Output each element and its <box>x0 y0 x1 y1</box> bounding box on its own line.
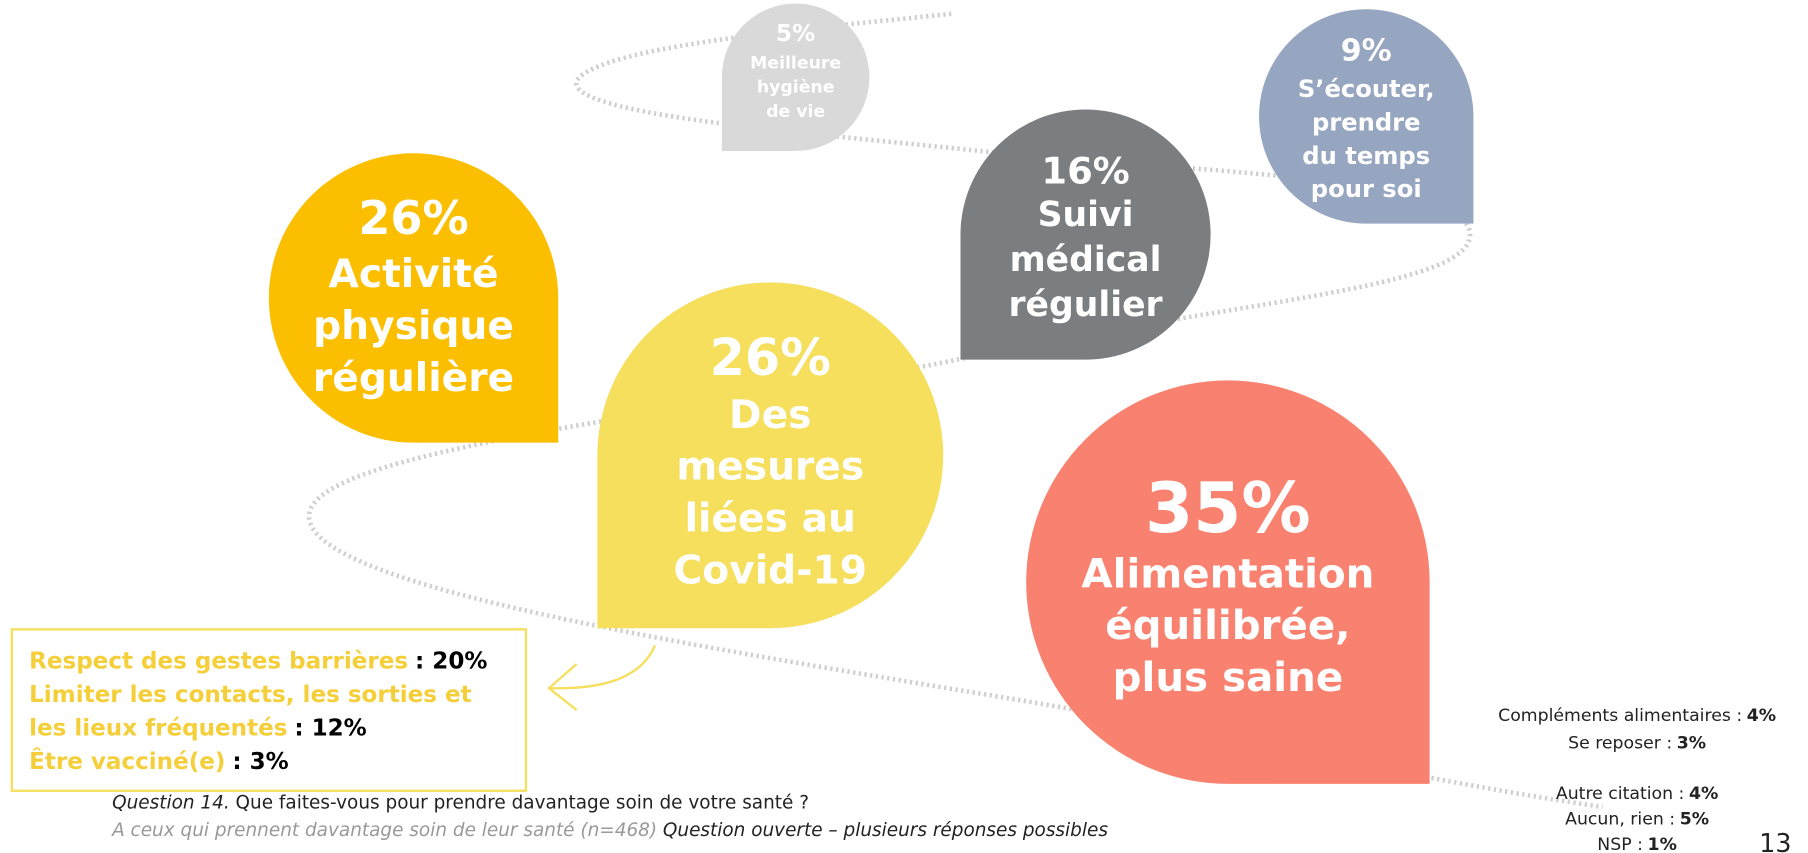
other-item: Aucun, rien :5% <box>1565 810 1709 830</box>
other-value: 5% <box>1680 810 1709 830</box>
other-label: Compléments alimentaires : <box>1498 706 1742 726</box>
question-ref: Question 14. <box>112 792 230 813</box>
bubble <box>960 109 1211 360</box>
bubble-label: S’écouter, <box>1298 75 1435 103</box>
footnote-base: A ceux qui prennent davantage soin de le… <box>111 820 1108 841</box>
bubble-label: Activité <box>329 252 499 297</box>
detail-value: : 20% <box>415 648 487 674</box>
bubble-label: régulière <box>313 356 514 401</box>
other-value: 1% <box>1648 835 1677 853</box>
bubble-value: 35% <box>1145 469 1311 549</box>
footnote-question: Question 14. Que faites-vous pour prendre… <box>112 792 809 813</box>
bubble-label: équilibrée, <box>1105 602 1350 649</box>
bubble <box>721 3 870 152</box>
other-label: NSP : <box>1597 835 1643 853</box>
note-text: Question ouverte – plusieurs réponses po… <box>663 820 1108 841</box>
bubble-value: 9% <box>1341 33 1392 68</box>
arrow <box>547 645 657 711</box>
other-label: Se reposer : <box>1568 733 1672 753</box>
other-label: Autre citation : <box>1556 784 1685 804</box>
bubble-label: médical <box>1010 240 1162 280</box>
bubble-label: prendre <box>1312 108 1421 136</box>
bubble-label: Alimentation <box>1081 550 1374 597</box>
bubble-value: 26% <box>358 191 468 245</box>
other-value: 3% <box>1677 733 1706 753</box>
detail-label: Limiter les contacts, les sorties et <box>29 682 472 708</box>
other-value: 4% <box>1747 706 1776 726</box>
bubble-value: 5% <box>776 21 815 47</box>
bubble-label: liées au <box>685 497 856 542</box>
bubble-label: physique <box>313 304 514 349</box>
bubble <box>1259 9 1474 224</box>
bubble-value: 26% <box>710 328 831 387</box>
bubble-label: Meilleure <box>750 53 841 73</box>
detail-value: : 3% <box>232 748 288 774</box>
other-item: Se reposer :3% <box>1568 733 1706 753</box>
detail-value: : 12% <box>294 715 366 741</box>
other-item: Autre citation :4% <box>1556 784 1718 804</box>
detail-label: Respect des gestes barrières <box>29 648 408 674</box>
detail-label: les lieux fréquentés <box>29 715 287 741</box>
bubble-label: du temps <box>1302 142 1430 170</box>
bubble-value: 16% <box>1041 149 1129 192</box>
bubble <box>268 153 559 443</box>
other-item: NSP : 1% <box>1597 835 1677 853</box>
question-text: Que faites-vous pour prendre davantage s… <box>236 792 810 813</box>
bubble <box>597 282 944 629</box>
page-number: 13 <box>1759 828 1791 853</box>
bubble-label: régulier <box>1009 285 1163 325</box>
bubble-label: mesures <box>676 445 864 490</box>
bubble-label: pour soi <box>1311 175 1422 203</box>
detail-label: Être vacciné(e) <box>29 746 225 774</box>
other-item: Compléments alimentaires :4% <box>1498 706 1776 726</box>
detail-line: Respect des gestes barrières : 20% <box>29 648 487 674</box>
other-value: 4% <box>1689 784 1718 804</box>
bubble-label: hygiène <box>757 78 835 98</box>
bubble-label: plus saine <box>1113 654 1344 701</box>
detail-line: Être vacciné(e) : 3% <box>29 746 289 774</box>
detail-line: les lieux fréquentés : 12% <box>29 715 367 741</box>
base-text: A ceux qui prennent davantage soin de le… <box>111 820 657 841</box>
bubble-label: Suivi <box>1038 195 1134 235</box>
bubble <box>1026 380 1430 784</box>
bubble-label: Covid-19 <box>674 548 868 593</box>
bubble-label: de vie <box>766 102 825 122</box>
detail-line: Limiter les contacts, les sorties et <box>29 682 472 708</box>
other-label: Aucun, rien : <box>1565 810 1675 830</box>
detail-box <box>10 628 528 792</box>
bubble-label: Des <box>729 393 811 438</box>
